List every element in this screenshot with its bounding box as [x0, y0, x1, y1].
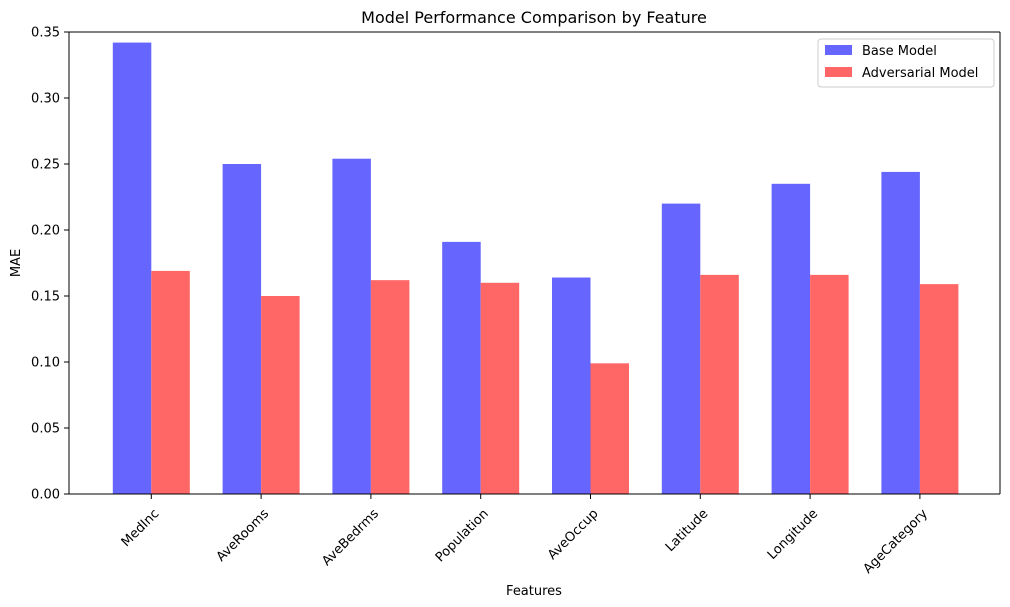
x-tick-label-medinc: MedInc	[119, 506, 163, 550]
y-tick-label: 0.10	[31, 356, 60, 371]
bar-adversarial-averooms	[261, 296, 300, 494]
x-tick-label-aveoccup: AveOccup	[545, 506, 601, 562]
legend-swatch-base	[825, 45, 852, 55]
x-tick-label-agecategory: AgeCategory	[861, 506, 932, 577]
bar-base-agecategory	[881, 171, 920, 495]
x-tick-label-averooms: AveRooms	[214, 506, 273, 565]
bar-adversarial-latitude	[700, 274, 739, 494]
bar-base-latitude	[661, 203, 701, 494]
y-tick-label: 0.30	[31, 92, 60, 107]
x-tick-label-avebedrms: AveBedrms	[319, 506, 382, 569]
legend-label-base: Base Model	[862, 44, 937, 59]
y-tick-label: 0.00	[31, 488, 60, 503]
plot-area	[112, 42, 959, 495]
x-axis-label: Features	[506, 584, 562, 599]
bar-adversarial-aveoccup	[590, 363, 629, 494]
x-ticks: MedInc AveRooms AveBedrms Population AveOccu…	[119, 494, 931, 577]
bar-base-population	[442, 241, 481, 494]
x-tick-label-longitude: Longitude	[765, 506, 821, 562]
y-tick-label: 0.25	[31, 158, 60, 173]
bar-base-aveoccup	[552, 277, 591, 494]
axes	[68, 31, 1001, 495]
y-axis-label: MAE	[9, 249, 24, 277]
x-tick-label-population: Population	[433, 506, 492, 565]
bar-adversarial-medinc	[151, 270, 190, 494]
bar-adversarial-longitude	[810, 274, 849, 494]
y-tick-label: 0.35	[31, 26, 60, 41]
y-tick-label: 0.15	[31, 290, 60, 305]
bar-adversarial-agecategory	[919, 284, 959, 494]
y-tick-label: 0.05	[31, 422, 60, 437]
legend-label-adversarial: Adversarial Model	[862, 66, 978, 81]
bar-adversarial-avebedrms	[370, 280, 410, 494]
bar-base-averooms	[222, 164, 262, 494]
legend: Base Model Adversarial Model	[817, 38, 995, 88]
bar-base-longitude	[771, 183, 811, 495]
bar-base-medinc	[112, 42, 152, 495]
legend-swatch-adversarial	[825, 67, 852, 77]
legend-box	[817, 38, 995, 88]
bar-base-avebedrms	[332, 158, 371, 494]
y-tick-label: 0.20	[31, 224, 60, 239]
chart-title: Model Performance Comparison by Feature	[361, 8, 707, 27]
y-ticks: 0.00 0.05 0.10 0.15 0.20 0.25 0.30 0.35	[31, 26, 69, 503]
x-tick-label-latitude: Latitude	[663, 506, 711, 554]
bar-adversarial-population	[480, 282, 520, 494]
